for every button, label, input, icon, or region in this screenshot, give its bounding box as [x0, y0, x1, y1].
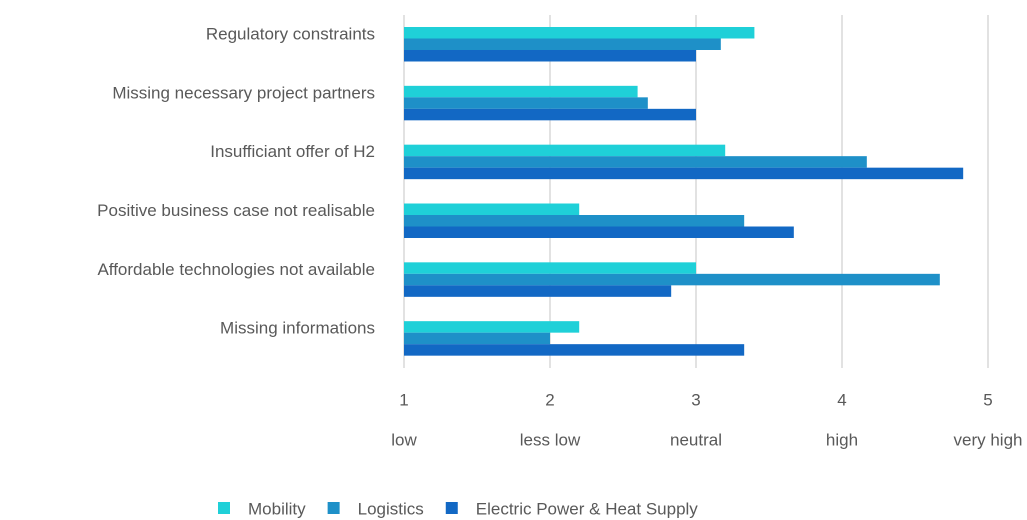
bar [404, 203, 580, 215]
x-tick-label: 5 [983, 390, 992, 409]
x-tick-label: 4 [837, 390, 846, 409]
bar [404, 321, 580, 333]
bar [404, 85, 638, 98]
bar [404, 144, 726, 157]
bar [404, 50, 696, 62]
x-tick-label: 3 [691, 390, 700, 409]
bar [404, 108, 696, 121]
bar [404, 262, 696, 274]
x-tick-label: 1 [399, 390, 408, 409]
scale-label: low [391, 430, 417, 449]
category-label: Missing informations [220, 319, 375, 338]
bar [404, 38, 721, 50]
bar [404, 27, 755, 39]
bar [404, 167, 964, 180]
legend-swatch [327, 502, 340, 514]
scale-label: very high [954, 430, 1023, 449]
legend-label: Logistics [358, 499, 424, 518]
bar [404, 332, 550, 345]
scale-label: less low [520, 430, 581, 449]
legend-swatch [218, 502, 230, 514]
legend-label: Mobility [248, 499, 306, 518]
category-label: Affordable technologies not available [97, 260, 375, 279]
bar [404, 344, 745, 356]
scale-label: neutral [670, 430, 722, 449]
bar [404, 156, 867, 168]
category-label: Insufficiant offer of H2 [210, 142, 375, 161]
legend-swatch [445, 502, 458, 514]
bar [404, 97, 648, 109]
bar [404, 215, 745, 227]
bar [404, 226, 794, 238]
x-tick-label: 2 [545, 390, 554, 409]
bar [404, 273, 940, 286]
category-label: Positive business case not realisable [97, 201, 375, 220]
category-label: Missing necessary project partners [112, 83, 375, 102]
bar [404, 285, 672, 297]
legend-label: Electric Power & Heat Supply [476, 499, 699, 518]
scale-label: high [826, 430, 858, 449]
category-label: Regulatory constraints [206, 24, 375, 43]
